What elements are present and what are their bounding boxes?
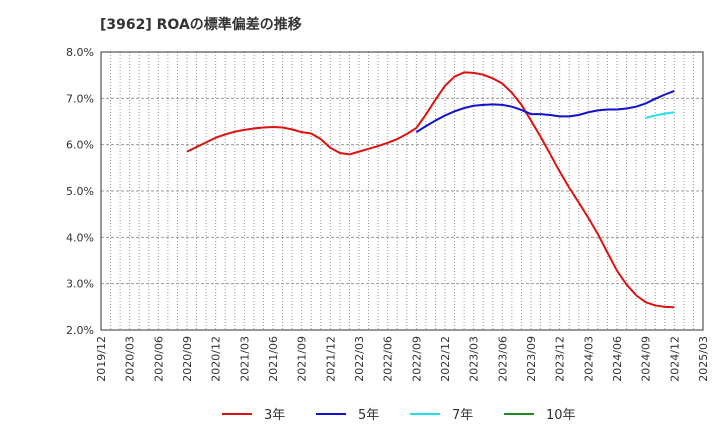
x-tick-label: 2020/12	[210, 336, 223, 382]
x-tick-label: 2022/09	[410, 336, 423, 382]
grid	[100, 51, 704, 331]
x-tick-label: 2020/09	[181, 336, 194, 382]
y-tick-label: 6.0%	[66, 139, 94, 152]
x-tick-label: 2024/09	[640, 336, 653, 382]
legend-label-1: 5年	[358, 408, 379, 423]
x-tick-label: 2022/06	[382, 336, 395, 382]
legend: 3年 5年 7年 10年	[222, 408, 576, 423]
series-line-0	[186, 71, 675, 309]
plot-frame	[100, 51, 704, 331]
x-axis: 2019/12 2020/03 2020/06 2020/09 2020/12 2021/…	[95, 336, 710, 382]
x-tick-label: 2025/03	[697, 336, 710, 382]
x-tick-label: 2020/03	[124, 336, 137, 382]
x-tick-label: 2023/12	[554, 336, 567, 382]
x-tick-label: 2023/03	[468, 336, 481, 382]
y-tick-label: 2.0%	[66, 324, 94, 337]
y-axis: 2.0% 3.0% 4.0% 5.0% 6.0% 7.0% 8.0%	[66, 46, 94, 337]
x-tick-label: 2021/06	[267, 336, 280, 382]
y-tick-label: 3.0%	[66, 278, 94, 291]
x-tick-label: 2019/12	[95, 336, 108, 382]
y-tick-label: 7.0%	[66, 92, 94, 105]
chart-title: [3962] ROAの標準偏差の推移	[100, 16, 302, 33]
legend-label-2: 7年	[452, 408, 473, 423]
legend-label-0: 3年	[264, 408, 285, 423]
x-tick-label: 2021/03	[238, 336, 251, 382]
series-line-2	[645, 111, 675, 119]
x-tick-label: 2021/09	[296, 336, 309, 382]
x-tick-label: 2023/06	[496, 336, 509, 382]
x-tick-label: 2022/03	[353, 336, 366, 382]
y-tick-label: 4.0%	[66, 231, 94, 244]
x-tick-label: 2022/12	[439, 336, 452, 382]
plot-lines	[186, 71, 675, 309]
y-tick-label: 8.0%	[66, 46, 94, 59]
legend-label-3: 10年	[546, 408, 576, 423]
x-tick-label: 2024/06	[611, 336, 624, 382]
x-tick-label: 2023/09	[525, 336, 538, 382]
series-line-1	[415, 89, 675, 134]
x-tick-label: 2021/12	[324, 336, 337, 382]
x-tick-label: 2024/12	[668, 336, 681, 382]
y-tick-label: 5.0%	[66, 185, 94, 198]
x-tick-label: 2024/03	[582, 336, 595, 382]
x-tick-label: 2020/06	[152, 336, 165, 382]
